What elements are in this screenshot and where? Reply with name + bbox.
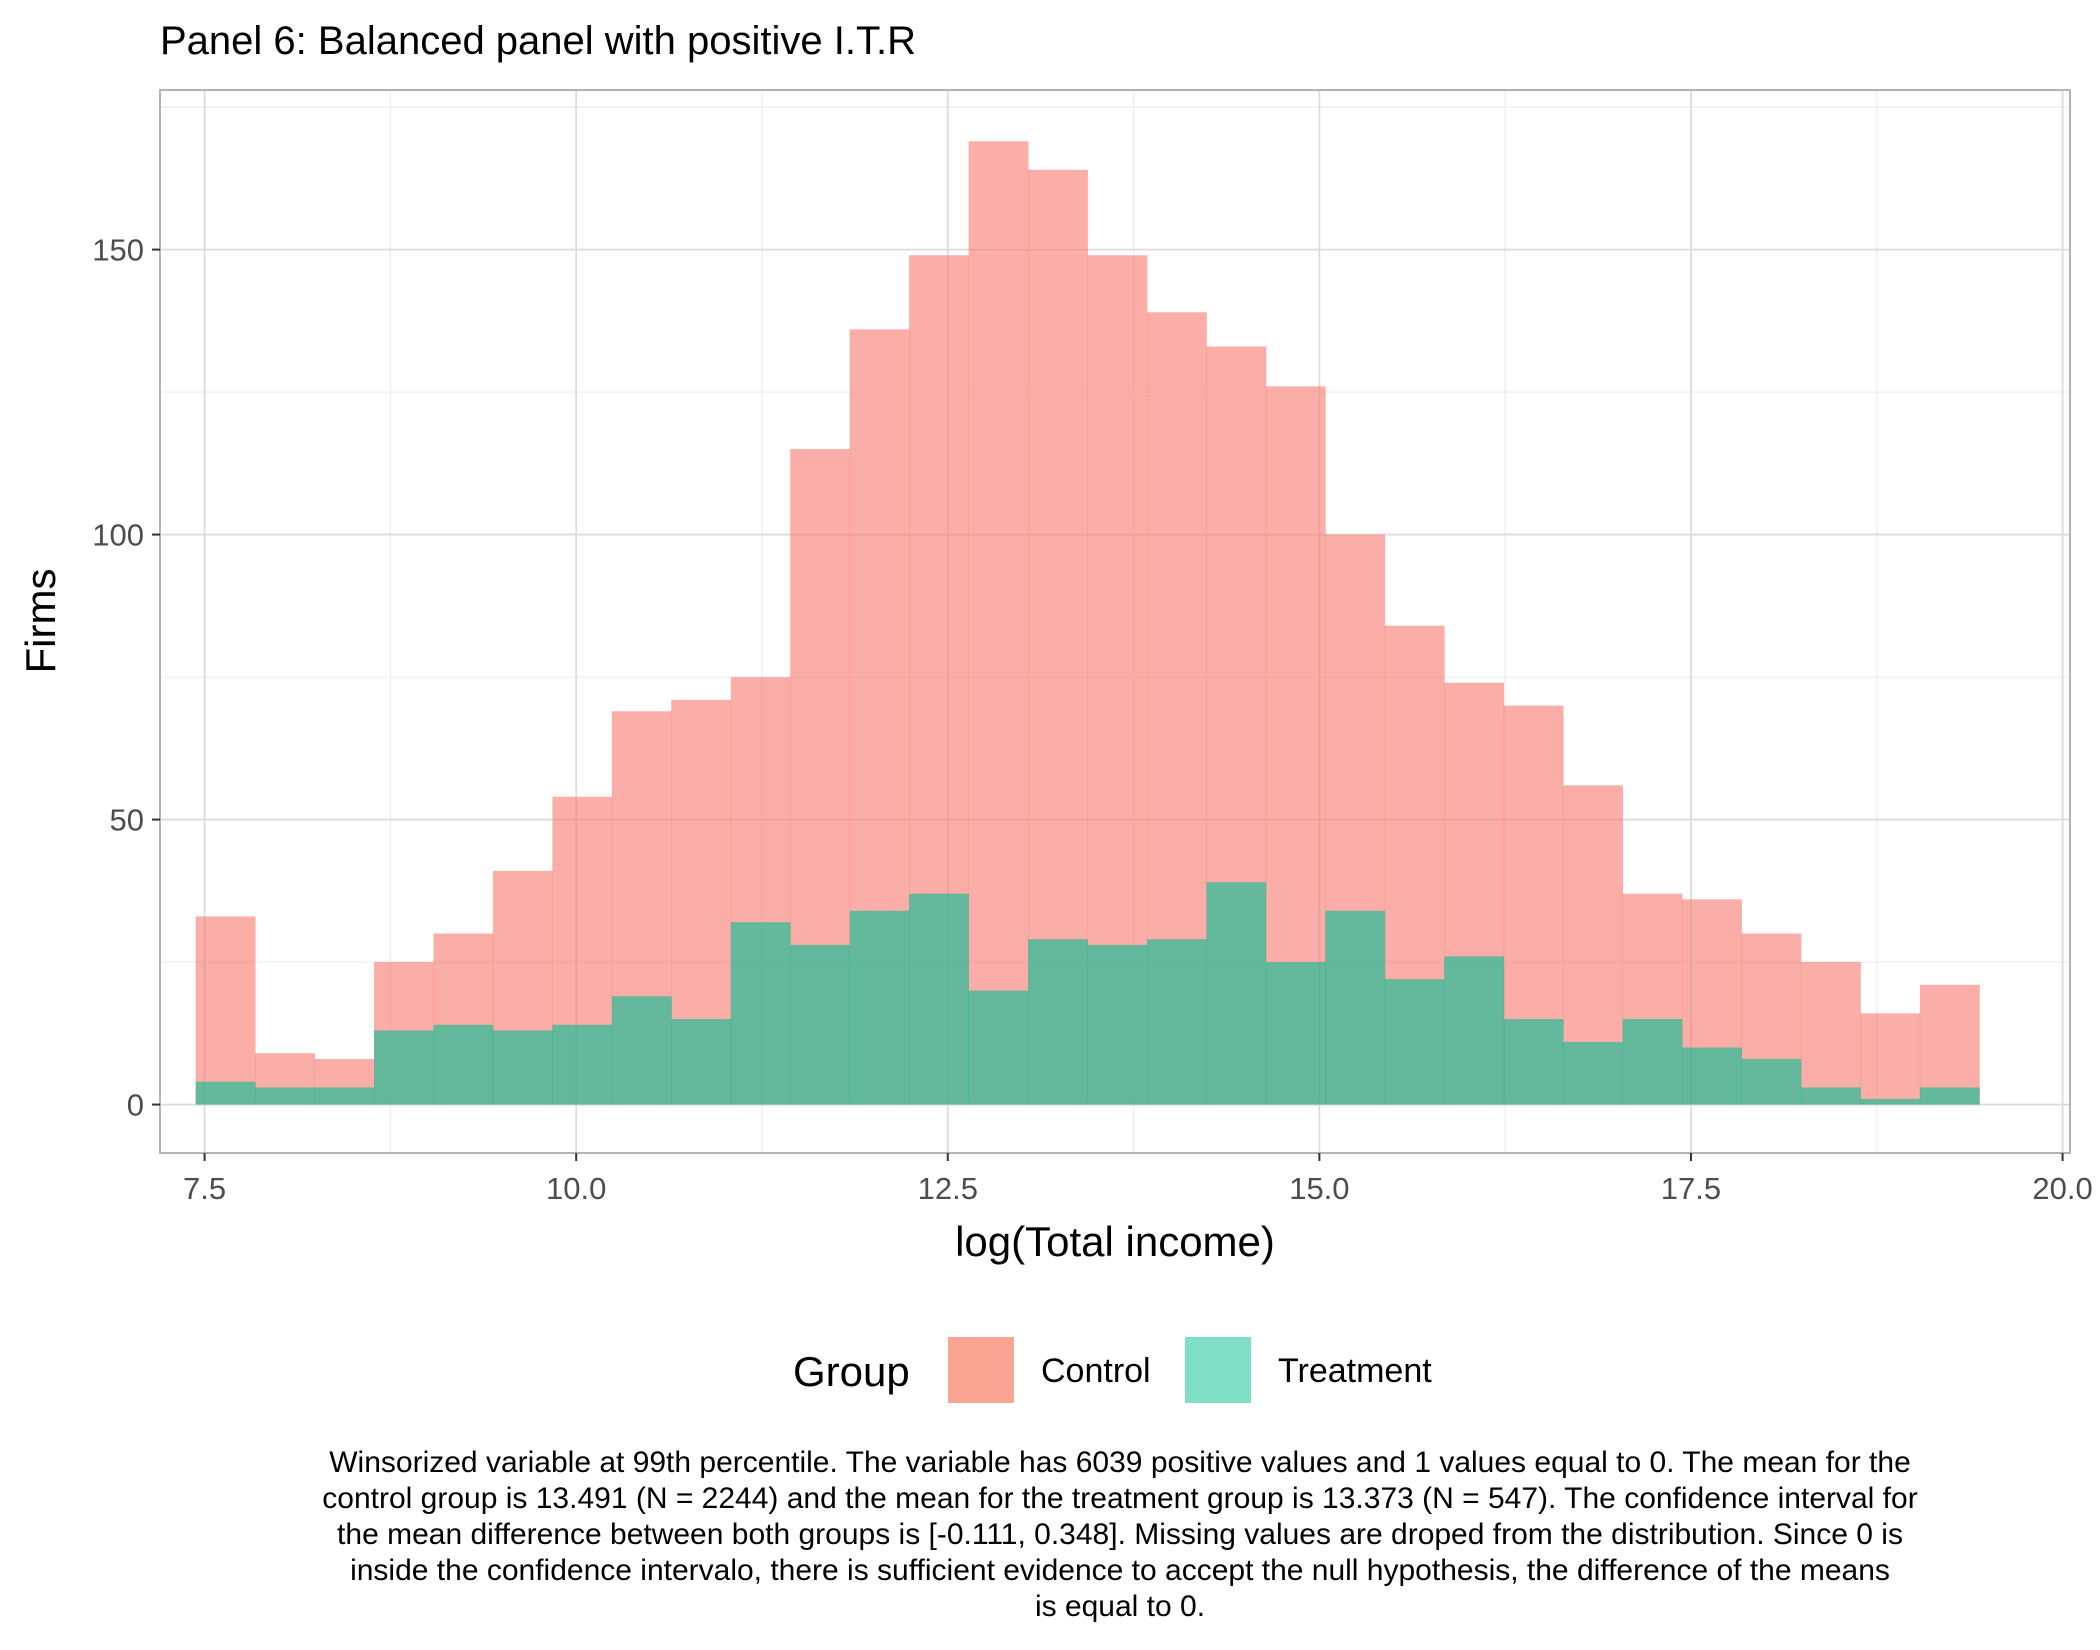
x-tick-label: 20.0 <box>2032 1171 2092 1206</box>
treatment-bar <box>374 1030 434 1105</box>
y-tick-label: 100 <box>92 518 144 553</box>
x-tick-label: 10.0 <box>546 1171 606 1206</box>
treatment-bar <box>1265 962 1326 1105</box>
treatment-bar <box>492 1030 553 1105</box>
treatment-bar <box>1503 1019 1564 1105</box>
legend-label-control: Control <box>1041 1352 1151 1390</box>
treatment-bar <box>968 990 1029 1105</box>
treatment-bar <box>255 1087 315 1105</box>
y-tick-label: 50 <box>110 803 144 838</box>
caption-line: inside the confidence intervalo, there i… <box>350 1554 1890 1587</box>
x-tick-label: 12.5 <box>918 1171 978 1206</box>
treatment-bar <box>1741 1058 1802 1105</box>
x-axis-label: log(Total income) <box>955 1218 1275 1265</box>
treatment-bar <box>611 996 672 1105</box>
x-tick-label: 17.5 <box>1661 1171 1721 1206</box>
treatment-bar <box>1146 939 1207 1105</box>
treatment-bar <box>1800 1087 1861 1105</box>
treatment-bar <box>195 1081 256 1105</box>
treatment-bar <box>1563 1041 1623 1105</box>
plot-panel <box>159 89 2071 1154</box>
plot-border <box>159 89 2071 1154</box>
treatment-bar <box>1206 882 1267 1105</box>
histogram-chart: Panel 6: Balanced panel with positive I.… <box>17 19 2093 1403</box>
treatment-bar <box>1919 1087 1980 1105</box>
treatment-bar <box>671 1019 732 1105</box>
treatment-bar <box>909 893 969 1105</box>
control-bar <box>1860 1013 1921 1105</box>
y-tick-label: 0 <box>127 1088 144 1123</box>
control-bar <box>1919 984 1980 1105</box>
treatment-bars <box>195 882 1980 1105</box>
treatment-bar <box>314 1087 375 1105</box>
caption-line: control group is 13.491 (N = 2244) and t… <box>322 1482 1918 1515</box>
treatment-bar <box>433 1024 494 1105</box>
caption-line: the mean difference between both groups … <box>337 1518 1903 1551</box>
treatment-bar <box>849 910 910 1105</box>
y-tick-label: 150 <box>92 233 144 268</box>
x-tick-label: 7.5 <box>183 1171 226 1206</box>
treatment-bar <box>1444 956 1505 1105</box>
caption-line: Winsorized variable at 99th percentile. … <box>329 1446 1911 1479</box>
treatment-bar <box>1682 1047 1742 1105</box>
treatment-bar <box>1384 979 1445 1105</box>
control-bar <box>195 916 256 1105</box>
y-axis: 0 50 100 150 <box>92 233 160 1123</box>
treatment-bar <box>790 944 851 1105</box>
treatment-bar <box>730 922 791 1105</box>
treatment-bar <box>1622 1019 1683 1105</box>
treatment-bar <box>1087 944 1148 1105</box>
treatment-bar <box>1860 1098 1921 1105</box>
legend-title: Group <box>793 1348 910 1395</box>
caption-note: Winsorized variable at 99th percentile. … <box>180 1445 2060 1625</box>
legend-key-control <box>948 1337 1014 1403</box>
legend-label-treatment: Treatment <box>1278 1352 1432 1390</box>
treatment-bar <box>552 1024 613 1105</box>
x-tick-label: 15.0 <box>1289 1171 1349 1206</box>
legend: Group Control Treatment <box>793 1337 1432 1403</box>
legend-key-treatment <box>1185 1337 1251 1403</box>
control-bar <box>1800 962 1861 1105</box>
y-axis-label: Firms <box>17 569 64 674</box>
treatment-bar <box>1028 939 1088 1105</box>
x-axis: 7.5 10.0 12.5 15.0 17.5 20.0 <box>183 1153 2093 1206</box>
treatment-bar <box>1325 910 1386 1105</box>
caption-line: is equal to 0. <box>1034 1590 1206 1623</box>
control-bar <box>968 141 1029 1105</box>
chart-title: Panel 6: Balanced panel with positive I.… <box>160 19 916 63</box>
